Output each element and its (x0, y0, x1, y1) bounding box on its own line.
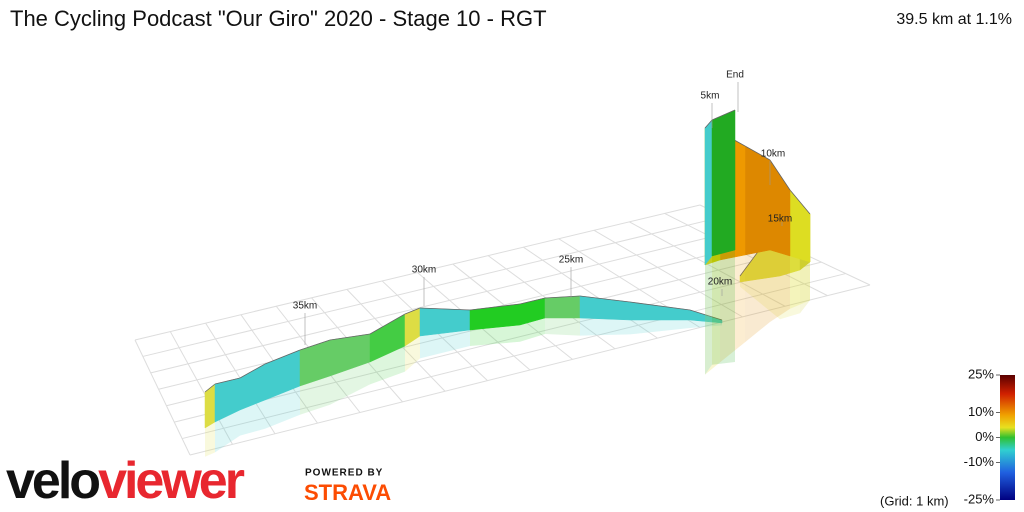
ridge (789, 189, 811, 215)
ridge (214, 377, 241, 385)
legend: 25% 10% 0% -10% -25% (964, 366, 1000, 506)
km-label: 20km (708, 277, 732, 288)
reflection (545, 318, 580, 336)
ridge (704, 119, 713, 129)
logo: veloviewer (6, 452, 245, 510)
grid-line (523, 246, 658, 339)
km-label: 25km (559, 255, 583, 266)
wall (544, 295, 581, 319)
ridge (769, 159, 791, 191)
wall (579, 295, 631, 321)
km-markers: End 5km 10km 15km 20km 25km 30km 35km (293, 70, 792, 345)
reflection (745, 250, 770, 343)
logo-part: velo (6, 452, 99, 510)
ridge (369, 313, 406, 335)
grid-line (174, 261, 822, 423)
km-label: End (726, 70, 744, 81)
reflection (470, 325, 520, 346)
ridge (579, 295, 631, 303)
reflection (720, 255, 745, 363)
reflection (300, 376, 330, 415)
grid-line (134, 204, 701, 341)
wall (711, 109, 736, 257)
grid-line (182, 273, 846, 440)
reflection (405, 336, 420, 372)
km-label: 5km (701, 91, 720, 102)
ridge (544, 295, 581, 299)
color-scale (1000, 375, 1015, 500)
reflection (800, 262, 810, 314)
grid-note: (Grid: 1 km) (880, 493, 949, 508)
wall (744, 145, 771, 256)
legend-label: 25% (968, 366, 994, 381)
reflection (420, 330, 470, 359)
wall (704, 119, 713, 266)
reflection (705, 260, 720, 375)
logo-part: viewer (98, 452, 245, 510)
ridge (299, 339, 331, 351)
ridge (264, 349, 301, 365)
reflection (630, 320, 690, 335)
ridge (689, 309, 723, 321)
legend-label: 0% (975, 429, 994, 444)
reflection (740, 276, 780, 320)
km-label: 35km (293, 301, 317, 312)
ridge (469, 303, 521, 311)
ridge (711, 109, 736, 121)
powered-by: POWERED BY (305, 468, 383, 479)
legend-label: 10% (968, 404, 994, 419)
ridge (629, 301, 691, 311)
ground-grid (134, 204, 871, 456)
ridge (404, 307, 421, 315)
km-label: 30km (412, 265, 436, 276)
reflection (520, 318, 545, 342)
reflection (690, 320, 722, 328)
strava: STRAVA (304, 480, 391, 505)
elevation-ribbon (204, 109, 811, 457)
grid-line (134, 339, 191, 456)
reflection (712, 250, 735, 365)
grid-line (169, 331, 233, 445)
reflection (205, 422, 215, 457)
reflection (240, 400, 265, 436)
grid-line (189, 284, 871, 456)
wall (789, 189, 811, 263)
ridge (239, 363, 266, 379)
reflection (790, 256, 810, 309)
title: The Cycling Podcast "Our Giro" 2020 - St… (10, 6, 547, 31)
km-label: 10km (761, 149, 785, 160)
ridge (744, 145, 771, 161)
reflection (580, 318, 630, 336)
wall (629, 301, 691, 321)
reflection (215, 410, 240, 453)
grid-line (142, 215, 725, 357)
ridge (519, 297, 546, 305)
ridge (204, 383, 216, 393)
ridge (419, 307, 471, 311)
legend-label: -10% (964, 454, 995, 469)
ridge (329, 333, 371, 341)
legend-label: -25% (964, 491, 995, 506)
grid-line (150, 227, 749, 374)
km-label: 15km (768, 214, 792, 225)
grid-line (593, 229, 743, 318)
reflection (780, 270, 800, 320)
summary: 39.5 km at 1.1% (896, 11, 1012, 28)
reflection (370, 346, 405, 385)
reflection (705, 256, 712, 375)
reflection (770, 250, 790, 322)
